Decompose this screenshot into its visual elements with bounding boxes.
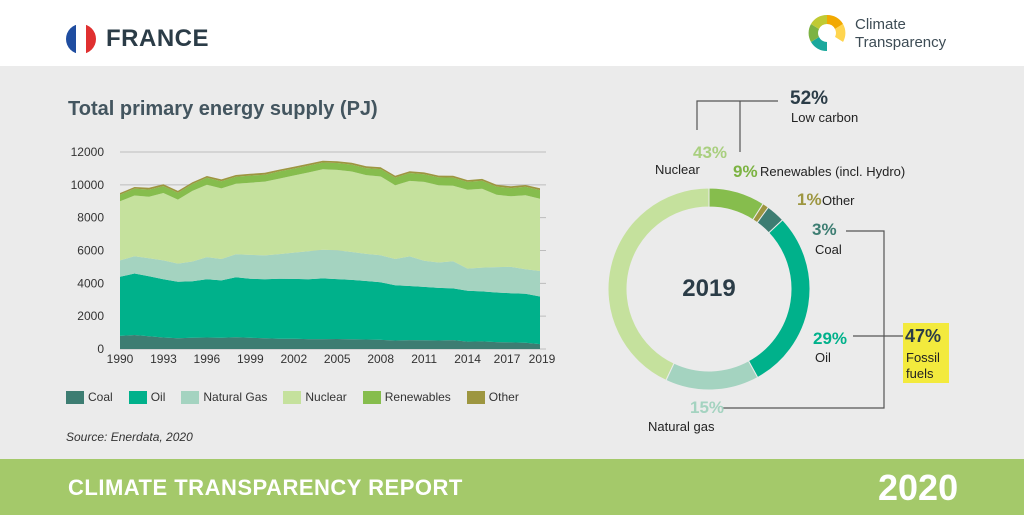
legend-swatch (66, 390, 84, 404)
x-tick-label: 1999 (237, 352, 264, 366)
y-tick-label: 2000 (77, 309, 104, 323)
renewables-pct: 9% (733, 162, 758, 181)
nuclear-label: Nuclear (655, 162, 700, 177)
natural-gas-label: Natural gas (648, 419, 715, 434)
area-series-coal (120, 335, 540, 349)
area-chart-title: Total primary energy supply (PJ) (68, 98, 378, 120)
fossil-pct: 47% (905, 326, 942, 346)
legend-swatch (466, 390, 485, 404)
source-note: Source: Enerdata, 2020 (66, 430, 193, 444)
coal-pct: 3% (812, 220, 837, 239)
area-series-nuclear (120, 169, 540, 271)
legend-swatch (181, 390, 200, 404)
legend-label: Nuclear (305, 390, 347, 404)
logo-line-2: Transparency (855, 34, 947, 51)
y-tick-label: 6000 (77, 244, 104, 258)
low-carbon-label: Low carbon (791, 110, 859, 125)
legend-label: Natural Gas (203, 390, 268, 404)
footer-title: CLIMATE TRANSPARENCY REPORT (68, 475, 463, 500)
natural-gas-pct: 15% (690, 398, 725, 417)
x-tick-label: 2008 (367, 352, 394, 366)
x-tick-label: 1990 (107, 352, 134, 366)
legend-item: Natural Gas (181, 390, 267, 404)
legend-item: Other (466, 390, 519, 404)
low-carbon-pct: 52% (790, 88, 829, 109)
donut-center-label: 2019 (682, 275, 735, 302)
x-tick-label: 2002 (280, 352, 307, 366)
x-tick-label: 2014 (454, 352, 481, 366)
footer-year: 2020 (878, 467, 959, 508)
x-tick-label: 2019 (529, 352, 556, 366)
renewables-label: Renewables (incl. Hydro) (760, 164, 906, 179)
legend-label: Oil (150, 390, 166, 404)
area-chart-legend: Coal Oil Natural Gas Nuclear Renewables Other (66, 390, 535, 404)
area-series-natural-gas (120, 249, 540, 297)
x-tick-label: 1996 (194, 352, 221, 366)
legend-swatch (128, 390, 147, 404)
footer: CLIMATE TRANSPARENCY REPORT 2020 (0, 459, 1024, 515)
area-series-oil (120, 273, 540, 345)
legend-swatch (283, 390, 302, 404)
x-tick-label: 2017 (494, 352, 521, 366)
legend-label: Renewables (384, 390, 451, 404)
fossil-bracket (722, 230, 885, 409)
logo-text: Climate Transparency (855, 16, 946, 52)
nuclear-pct: 43% (693, 143, 728, 162)
y-tick-label: 10000 (71, 178, 105, 192)
legend-item: Renewables (362, 390, 451, 404)
donut-slice-oil (747, 219, 811, 379)
y-tick-label: 4000 (77, 276, 104, 290)
other-label: Other (822, 193, 855, 208)
france-flag-icon (66, 24, 96, 54)
oil-pct: 29% (813, 329, 848, 348)
y-tick-label: 0 (97, 342, 104, 356)
fossil-fuels-highlight (903, 323, 949, 383)
x-tick-label: 2011 (411, 352, 437, 366)
legend-label: Coal (88, 390, 113, 404)
legend-item: Oil (128, 390, 166, 404)
legend-item: Nuclear (283, 390, 347, 404)
legend-swatch (362, 390, 381, 404)
legend-item: Coal (66, 390, 113, 404)
donut-slice-natural (665, 360, 759, 391)
y-tick-label: 12000 (71, 145, 105, 159)
donut-slice-renewables (708, 187, 764, 221)
y-tick-label: 8000 (77, 211, 104, 225)
climate-transparency-logo-icon (808, 14, 846, 52)
area-series-other (120, 160, 540, 195)
other-pct: 1% (797, 190, 822, 209)
logo-line-1: Climate (855, 16, 906, 33)
low-carbon-bracket (696, 100, 778, 130)
fossil-label-2: fuels (906, 366, 934, 381)
oil-label: Oil (815, 350, 831, 365)
country-title: FRANCE (106, 25, 209, 52)
x-tick-label: 2005 (324, 352, 351, 366)
fossil-label-1: Fossil (906, 350, 940, 365)
coal-label: Coal (815, 242, 842, 257)
x-tick-label: 1993 (150, 352, 177, 366)
legend-label: Other (488, 390, 519, 404)
header: FRANCE Climate Transparency (0, 0, 1024, 66)
area-series-renewables (120, 162, 540, 202)
